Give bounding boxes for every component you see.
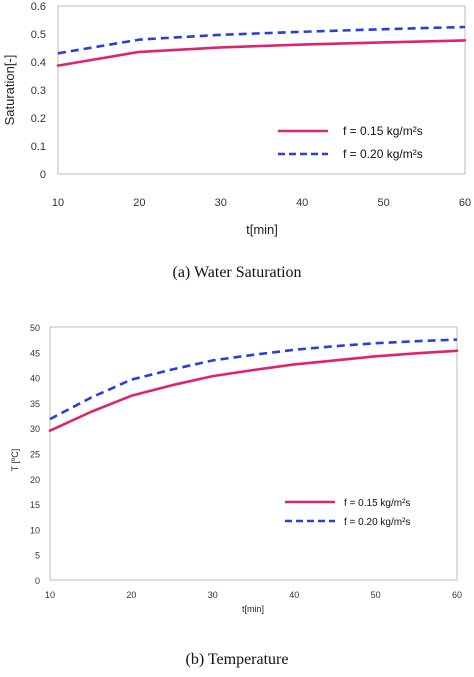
x-tick-label: 50 <box>371 590 381 600</box>
x-tick-label: 40 <box>289 590 299 600</box>
y-tick-label: 45 <box>30 348 40 358</box>
y-tick-label: 0.6 <box>31 1 46 13</box>
legend-b: f = 0.15 kg/m²s f = 0.20 kg/m²s <box>285 498 410 528</box>
y-tick-labels-b: 0 5 10 15 20 25 30 35 40 45 50 <box>30 323 40 586</box>
y-tick-label: 0.5 <box>31 29 46 41</box>
y-tick-labels-a: 0 0.1 0.2 0.3 0.4 0.5 0.6 <box>31 1 46 181</box>
x-tick-label: 20 <box>133 197 145 209</box>
legend-a-label-1: f = 0.15 kg/m²s <box>343 124 423 138</box>
x-tick-label: 60 <box>459 197 471 209</box>
y-tick-label: 0.3 <box>31 85 46 97</box>
series-line-1 <box>48 349 459 433</box>
x-tick-labels-a: 10 20 30 40 50 60 <box>52 197 471 209</box>
series-line-2 <box>57 25 466 55</box>
x-tick-label: 30 <box>215 197 227 209</box>
y-tick-label: 50 <box>30 323 40 333</box>
series-lines-b <box>48 338 459 433</box>
chart-temperature: 0 5 10 15 20 25 30 35 40 45 50 10 20 30 40 50 60 f = 0.… <box>10 323 462 668</box>
y-tick-label: 35 <box>30 399 40 409</box>
y-tick-label: 0 <box>35 576 40 586</box>
series-line-2 <box>49 338 458 421</box>
y-tick-label: 20 <box>30 475 40 485</box>
y-tick-label: 25 <box>30 450 40 460</box>
x-tick-label: 40 <box>296 197 308 209</box>
caption-b: (b) Temperature <box>186 651 289 668</box>
plot-area-a <box>57 5 466 175</box>
x-tick-label: 50 <box>377 197 389 209</box>
y-tick-label: 15 <box>30 500 40 510</box>
y-tick-label: 30 <box>30 424 40 434</box>
x-tick-label: 10 <box>45 590 55 600</box>
caption-a: (a) Water Saturation <box>172 264 301 281</box>
series-line-1 <box>56 39 467 67</box>
x-axis-label-b: t[min] <box>242 604 264 614</box>
y-tick-label: 0.2 <box>31 113 46 125</box>
x-tick-label: 60 <box>452 590 462 600</box>
legend-a: f = 0.15 kg/m²s f = 0.20 kg/m²s <box>278 124 423 161</box>
x-tick-label: 30 <box>208 590 218 600</box>
y-tick-label: 0 <box>40 169 46 181</box>
chart-water-saturation: 0 0.1 0.2 0.3 0.4 0.5 0.6 10 20 30 40 50 60 f = 0.1… <box>2 1 471 281</box>
series-lines-a <box>56 25 467 67</box>
x-axis-label-a: t[min] <box>246 222 278 237</box>
y-tick-label: 0.1 <box>31 141 46 153</box>
plot-area-b <box>49 326 458 581</box>
y-axis-label-b: T [ºC] <box>10 449 20 472</box>
x-tick-labels-b: 10 20 30 40 50 60 <box>45 590 462 600</box>
y-tick-label: 40 <box>30 374 40 384</box>
y-tick-label: 0.4 <box>31 57 46 69</box>
y-tick-label: 10 <box>30 525 40 535</box>
y-tick-label: 5 <box>35 551 40 561</box>
legend-a-label-2: f = 0.20 kg/m²s <box>343 147 423 161</box>
x-tick-label: 20 <box>126 590 136 600</box>
y-axis-label-a: Saturation[-] <box>2 55 17 126</box>
x-tick-label: 10 <box>52 197 64 209</box>
legend-b-label-2: f = 0.20 kg/m²s <box>344 517 410 528</box>
legend-b-label-1: f = 0.15 kg/m²s <box>344 498 410 509</box>
